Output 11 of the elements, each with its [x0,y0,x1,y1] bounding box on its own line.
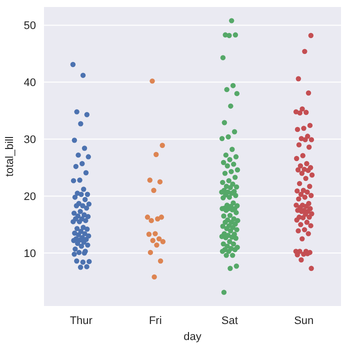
y-tick-label: 50 [24,20,36,32]
x-tick-label: Sun [294,315,314,327]
y-axis-title: total_bill [4,136,16,177]
y-tick-label: 20 [24,190,36,203]
x-tick-label: Sat [221,315,238,327]
x-tick-label: Fri [148,315,162,327]
y-tick-label: 10 [24,248,36,260]
y-tick-label: 40 [24,77,36,90]
x-tick-label: Thur [70,315,93,327]
x-axis-title: day [184,331,202,343]
y-tick-label: 30 [24,134,36,146]
